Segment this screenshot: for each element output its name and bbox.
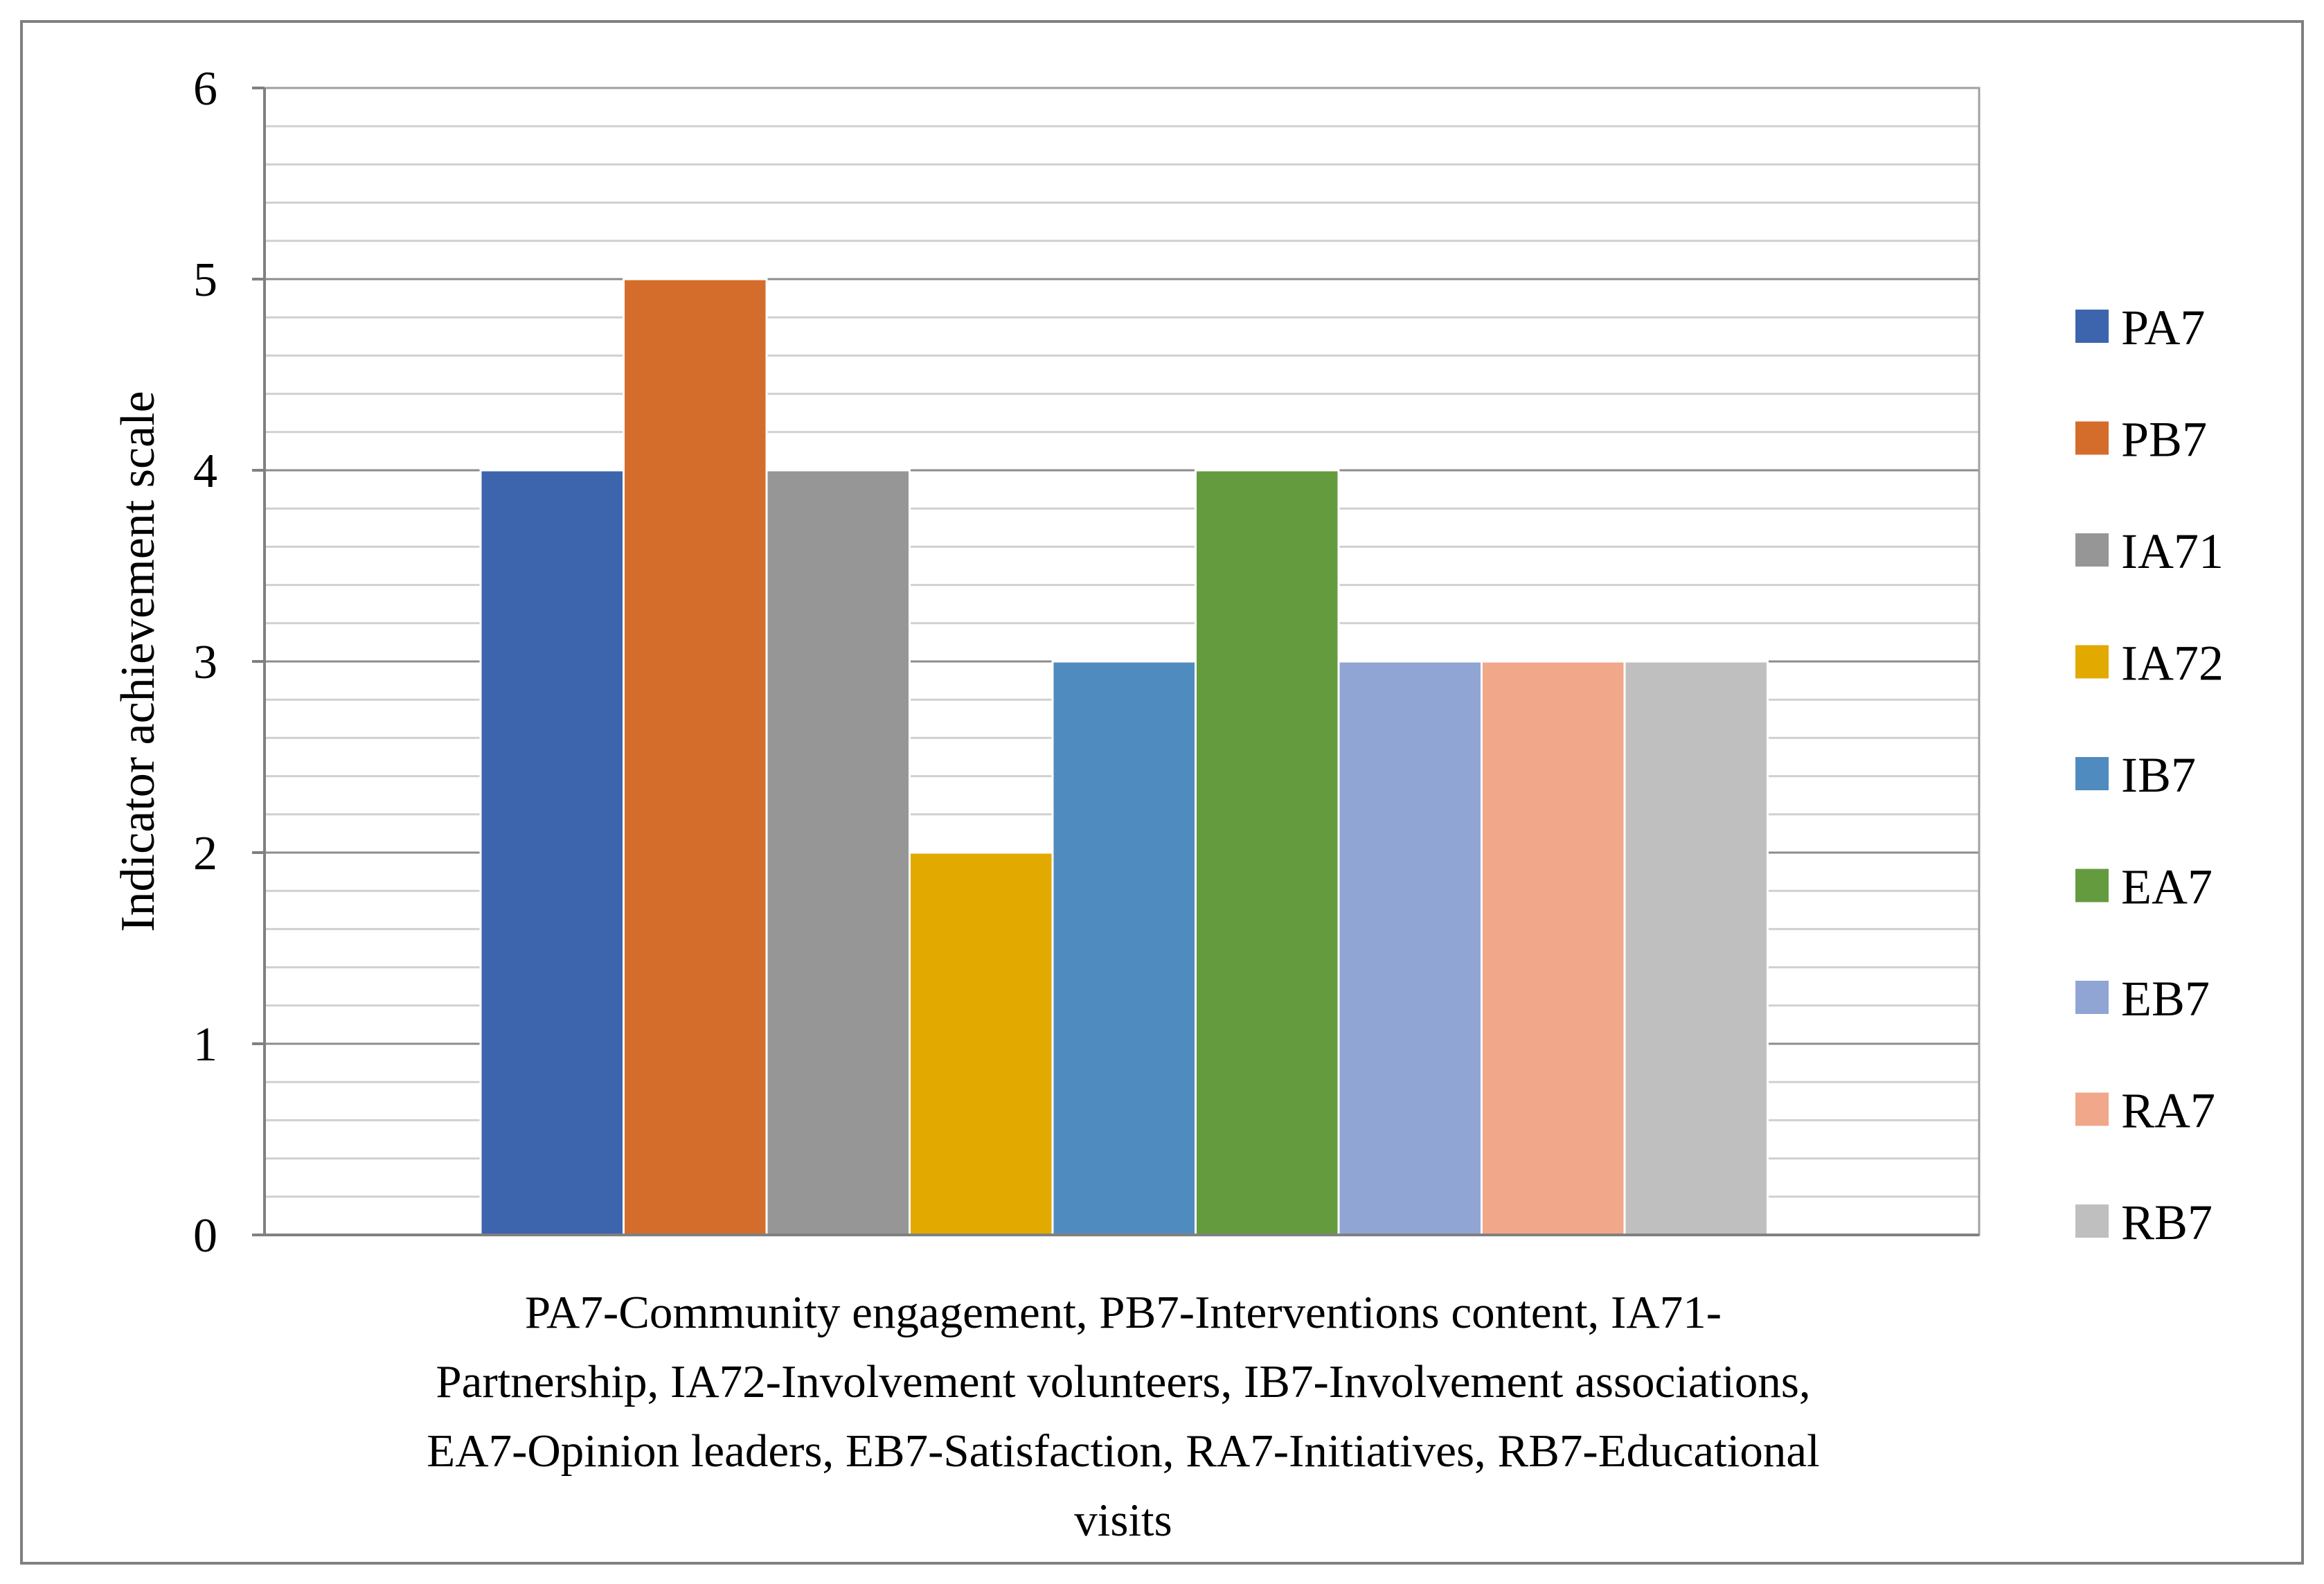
x-axis-label-line-4: visits bbox=[1074, 1495, 1172, 1546]
legend-swatch-pa7 bbox=[2075, 310, 2109, 343]
legend-label-pa7: PA7 bbox=[2121, 300, 2205, 355]
legend-label-ia71: IA71 bbox=[2121, 524, 2224, 579]
y-tick-labels: 0 1 2 3 4 5 6 bbox=[193, 62, 265, 1263]
bar-pb7 bbox=[623, 278, 768, 1236]
y-tick-label: 4 bbox=[193, 445, 217, 498]
legend-swatch-pb7 bbox=[2075, 421, 2109, 455]
bar-ea7 bbox=[1195, 469, 1340, 1236]
bar-ia72 bbox=[909, 851, 1054, 1236]
bar-ib7 bbox=[1051, 660, 1197, 1236]
y-tick-label: 3 bbox=[193, 636, 217, 689]
legend-label-ra7: RA7 bbox=[2121, 1083, 2215, 1139]
legend-swatch-ea7 bbox=[2075, 869, 2109, 902]
legend-swatch-ia71 bbox=[2075, 533, 2109, 567]
bar-rb7 bbox=[1623, 660, 1769, 1236]
legend-swatch-ra7 bbox=[2075, 1092, 2109, 1126]
x-axis-label-line-1: PA7-Community engagement, PB7-Interventi… bbox=[525, 1287, 1722, 1338]
bar-pa7 bbox=[479, 469, 625, 1236]
y-tick-label: 0 bbox=[193, 1209, 217, 1263]
bar-ra7 bbox=[1481, 660, 1626, 1236]
legend-label-pb7: PB7 bbox=[2121, 412, 2207, 468]
legend-swatch-eb7 bbox=[2075, 981, 2109, 1014]
legend-label-eb7: EB7 bbox=[2121, 971, 2210, 1026]
x-axis-label-line-3: EA7-Opinion leaders, EB7-Satisfaction, R… bbox=[427, 1425, 1819, 1477]
legend-swatch-ib7 bbox=[2075, 757, 2109, 790]
y-tick-label: 2 bbox=[193, 827, 217, 880]
bar-ia71 bbox=[765, 469, 911, 1236]
x-axis-label-line-2: Partnership, IA72-Involvement volunteers… bbox=[436, 1356, 1810, 1407]
legend-label-rb7: RB7 bbox=[2121, 1195, 2213, 1250]
legend-label-ea7: EA7 bbox=[2121, 860, 2213, 915]
bar-group bbox=[479, 278, 1769, 1236]
x-axis-label: PA7-Community engagement, PB7-Interventi… bbox=[427, 1287, 1819, 1546]
legend-label-ia72: IA72 bbox=[2121, 636, 2224, 691]
y-tick-label: 5 bbox=[193, 253, 217, 307]
legend-label-ib7: IB7 bbox=[2121, 747, 2196, 803]
legend-swatch-ia72 bbox=[2075, 645, 2109, 679]
y-tick-label: 1 bbox=[193, 1018, 217, 1071]
bar-eb7 bbox=[1337, 660, 1483, 1236]
legend-swatch-rb7 bbox=[2075, 1204, 2109, 1238]
y-tick-label: 6 bbox=[193, 62, 217, 116]
legend: PA7 PB7 IA71 IA72 IB7 EA7 EB7 RA7 RB7 bbox=[2075, 300, 2224, 1250]
y-axis-label: Indicator achievement scale bbox=[111, 391, 165, 932]
